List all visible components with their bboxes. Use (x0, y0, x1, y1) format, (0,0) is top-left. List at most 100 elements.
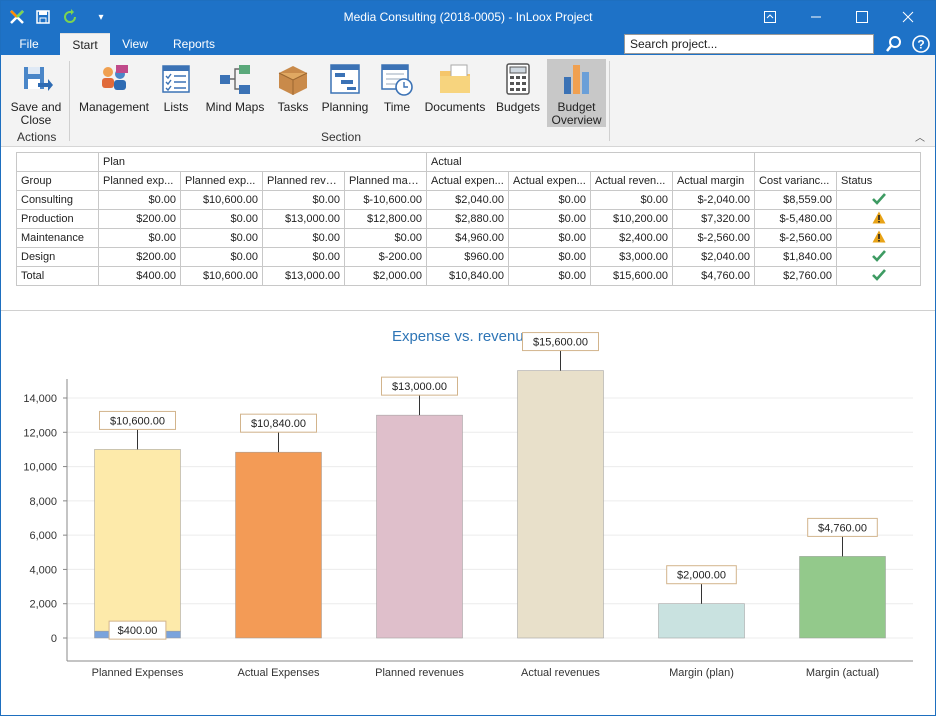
svg-text:$15,600.00: $15,600.00 (533, 337, 588, 349)
table-cell: $0.00 (508, 247, 592, 267)
status-warning-icon (872, 211, 886, 224)
table-cell: $0.00 (262, 228, 345, 248)
ribbon-separator (609, 61, 610, 141)
table-cell: $2,040.00 (426, 190, 510, 210)
table-cell: $0.00 (262, 190, 345, 210)
table-cell-status (836, 266, 922, 286)
ribbon-tab-row: File Start View Reports ? (1, 33, 935, 55)
table-cell: $0.00 (180, 209, 263, 229)
tab-start[interactable]: Start (60, 33, 110, 55)
x-tick-label: Planned revenues (375, 667, 464, 679)
table-row[interactable]: Total $400.00 $10,600.00 $13,000.00 $2,000.0… (16, 266, 922, 286)
documents-icon (440, 64, 470, 93)
save-icon[interactable] (33, 7, 53, 27)
table-row[interactable]: Production $200.00 $0.00 $13,000.00 $12,800.… (16, 209, 922, 229)
table-cell: $0.00 (262, 247, 345, 267)
table-cell: $3,000.00 (590, 247, 674, 267)
column-header[interactable]: Actual expen... (508, 171, 592, 191)
column-header[interactable]: Cost varianc... (754, 171, 838, 191)
bar-segment (376, 414, 463, 639)
management-button[interactable]: Management (77, 59, 151, 127)
column-header[interactable]: Actual expen... (426, 171, 510, 191)
search-icon[interactable] (885, 35, 903, 53)
table-row[interactable]: Consulting $0.00 $10,600.00 $0.00 $-10,600.0… (16, 190, 922, 210)
help-icon[interactable]: ? (912, 35, 930, 53)
x-tick-label: Margin (actual) (806, 667, 879, 679)
quick-access-dropdown-icon[interactable]: ▾ (98, 11, 104, 23)
bar-segment (517, 370, 604, 639)
table-cell-status (836, 247, 922, 267)
column-header[interactable]: Planned exp... (98, 171, 181, 191)
close-icon[interactable] (885, 1, 931, 33)
lists-button[interactable]: Lists (155, 59, 197, 127)
table-cell: $0.00 (180, 247, 263, 267)
column-header[interactable]: Group (16, 171, 99, 191)
data-label: $400.00 (108, 620, 167, 640)
mind-maps-button[interactable]: Mind Maps (201, 59, 269, 127)
table-cell: $0.00 (343, 228, 428, 248)
table-cell-group: Total (16, 266, 99, 286)
tab-reports[interactable]: Reports (172, 37, 216, 51)
minimize-icon[interactable] (793, 1, 839, 33)
lists-icon (162, 65, 190, 93)
budget-overview-icon (563, 65, 589, 94)
mind-maps-icon (220, 65, 250, 94)
table-cell-status (836, 209, 922, 229)
group-header-actual: Actual (426, 152, 756, 172)
y-tick-label: 10,000 (23, 462, 57, 474)
y-tick-label: 8,000 (29, 496, 57, 508)
group-label-section: Section (321, 130, 362, 144)
column-header[interactable]: Planned reve... (262, 171, 345, 191)
table-cell: $13,000.00 (262, 266, 345, 286)
restore-icon[interactable] (747, 1, 793, 33)
budget-overview-label: Budget Overview (551, 100, 602, 127)
column-header[interactable]: Status (836, 171, 922, 191)
group-label-actions: Actions (17, 130, 57, 144)
svg-text:$10,840.00: $10,840.00 (251, 418, 306, 430)
bar-segment (94, 449, 181, 632)
save-and-close-button[interactable]: Save and Close (7, 59, 65, 127)
budget-overview-button[interactable]: Budget Overview (547, 59, 606, 127)
table-cell-status (836, 228, 922, 248)
status-ok-icon (871, 268, 886, 281)
table-cell: $-5,480.00 (754, 209, 838, 229)
tab-view[interactable]: View (122, 37, 148, 51)
table-cell-status (836, 190, 922, 210)
x-tick-label: Margin (plan) (669, 667, 734, 679)
table-row[interactable]: Design $200.00 $0.00 $0.00 $-200.00 $960.00 $0… (16, 247, 922, 267)
y-tick-label: 0 (51, 633, 57, 645)
documents-button[interactable]: Documents (421, 59, 489, 127)
table-cell: $-2,560.00 (672, 228, 756, 248)
refresh-icon[interactable] (60, 7, 80, 27)
ribbon-separator (69, 61, 70, 141)
planning-label: Planning (321, 100, 369, 114)
table-row[interactable]: Maintenance $0.00 $0.00 $0.00 $0.00 $4,960.00… (16, 228, 922, 248)
planning-button[interactable]: Planning (317, 59, 373, 127)
table-cell: $960.00 (426, 247, 510, 267)
column-header[interactable]: Actual reven... (590, 171, 674, 191)
search-input[interactable] (624, 34, 874, 54)
tab-file[interactable]: File (19, 37, 39, 51)
table-cell-group: Production (16, 209, 99, 229)
column-header[interactable]: Planned exp... (180, 171, 263, 191)
status-ok-icon (871, 249, 886, 262)
data-label: $10,600.00 (99, 410, 176, 430)
title-bar: ▾ Media Consulting (2018-0005) - InLoox … (1, 1, 935, 33)
maximize-icon[interactable] (839, 1, 885, 33)
table-cell: $10,200.00 (590, 209, 674, 229)
svg-text:$4,760.00: $4,760.00 (818, 522, 867, 534)
column-header[interactable]: Actual margin (672, 171, 756, 191)
tasks-button[interactable]: Tasks (273, 59, 313, 127)
table-cell: $2,040.00 (672, 247, 756, 267)
table-cell: $0.00 (508, 209, 592, 229)
table-cell: $200.00 (98, 209, 181, 229)
table-cell: $0.00 (508, 266, 592, 286)
time-button[interactable]: Time (377, 59, 417, 127)
collapse-ribbon-icon[interactable]: ︿ (915, 133, 925, 144)
table-cell: $2,880.00 (426, 209, 510, 229)
y-tick-label: 2,000 (29, 599, 57, 611)
column-header[interactable]: Planned margin (343, 171, 428, 191)
table-cell: $0.00 (508, 190, 592, 210)
budgets-button[interactable]: Budgets (493, 59, 543, 127)
